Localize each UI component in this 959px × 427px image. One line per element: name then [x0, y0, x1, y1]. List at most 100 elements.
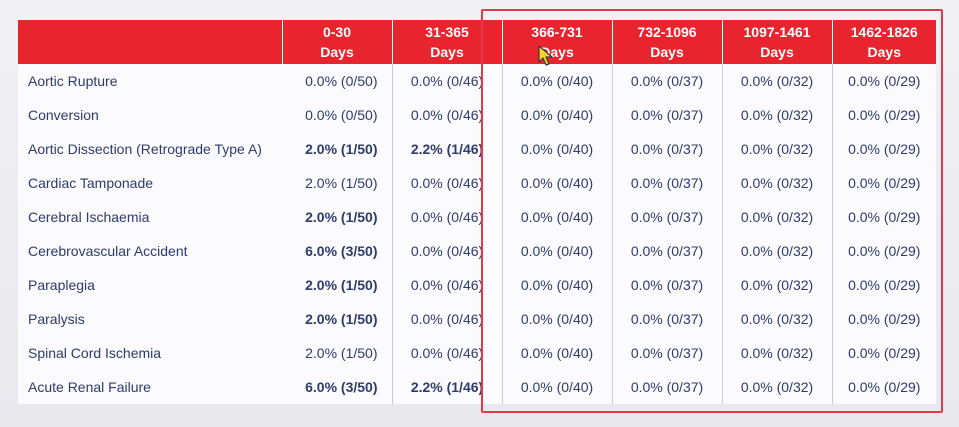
- event-name-cell: Conversion: [28, 106, 99, 123]
- header-period-unit: Days: [320, 44, 354, 60]
- table-row: Cardiac Tamponade 2.0% (1/50) 0.0% (0/46) 0…: [18, 166, 936, 200]
- rate-cell: 0.0% (0/29): [848, 141, 921, 157]
- rate-cell: 0.0% (0/37): [612, 268, 723, 302]
- rate-cell: 0.0% (0/37): [612, 234, 723, 268]
- event-name-cell: Aortic Rupture: [28, 72, 118, 89]
- rate-cell: 0.0% (0/40): [502, 98, 613, 132]
- event-name-cell: Paralysis: [28, 310, 85, 327]
- rate-cell: 0.0% (0/29): [848, 345, 921, 361]
- rate-cell: 0.0% (0/29): [848, 379, 921, 395]
- header-period-2: 366-731 Days: [502, 20, 613, 64]
- rate-cell: 0.0% (0/46): [392, 166, 503, 200]
- rate-cell: 6.0% (3/50): [282, 234, 393, 268]
- event-name-cell: Cerebral Ischaemia: [28, 208, 150, 225]
- rate-cell: 2.0% (1/50): [282, 132, 393, 166]
- rate-cell: 2.0% (1/50): [282, 268, 393, 302]
- rate-cell: 0.0% (0/46): [392, 234, 503, 268]
- table-row: Paraplegia 2.0% (1/50) 0.0% (0/46) 0.0% (0/…: [18, 268, 936, 302]
- rate-cell: 0.0% (0/50): [282, 98, 393, 132]
- rate-cell: 0.0% (0/40): [502, 268, 613, 302]
- rate-cell: 0.0% (0/40): [502, 166, 613, 200]
- rate-cell: 0.0% (0/32): [722, 64, 833, 98]
- rate-cell: 0.0% (0/32): [722, 200, 833, 234]
- rate-cell: 0.0% (0/40): [502, 302, 613, 336]
- header-period-unit: Days: [650, 44, 684, 60]
- rate-cell: 0.0% (0/46): [392, 64, 503, 98]
- rate-cell: 2.0% (1/50): [282, 200, 393, 234]
- header-period-range: 0-30: [322, 24, 352, 40]
- rate-cell: 0.0% (0/32): [722, 302, 833, 336]
- rate-cell: 0.0% (0/37): [612, 370, 723, 404]
- adverse-events-table: 0-30 Days 31-365 Days 366-731 Days 732-1096 Day…: [18, 20, 936, 404]
- header-event-column: [18, 20, 283, 64]
- table-header-row: 0-30 Days 31-365 Days 366-731 Days 732-1096 Day…: [18, 20, 936, 64]
- rate-cell: 2.2% (1/46): [392, 370, 503, 404]
- table-body: Aortic Rupture 0.0% (0/50) 0.0% (0/46) 0.0%…: [18, 64, 936, 404]
- rate-cell: 0.0% (0/37): [612, 166, 723, 200]
- event-name-cell: Spinal Cord Ischemia: [28, 344, 162, 361]
- table-row: Paralysis 2.0% (1/50) 0.0% (0/46) 0.0% (0/4…: [18, 302, 936, 336]
- table-row: Cerebral Ischaemia 2.0% (1/50) 0.0% (0/46)…: [18, 200, 936, 234]
- rate-cell: 0.0% (0/46): [392, 98, 503, 132]
- header-period-0: 0-30 Days: [282, 20, 393, 64]
- rate-cell: 0.0% (0/29): [848, 73, 921, 89]
- header-period-range: 366-731: [531, 24, 583, 40]
- header-period-3: 732-1096 Days: [612, 20, 723, 64]
- rate-cell: 0.0% (0/50): [282, 64, 393, 98]
- rate-cell: 2.0% (1/50): [282, 336, 393, 370]
- rate-cell: 0.0% (0/37): [612, 336, 723, 370]
- event-name-cell: Cerebrovascular Accident: [28, 242, 188, 259]
- rate-cell: 0.0% (0/29): [848, 243, 921, 259]
- header-period-range: 31-365: [425, 24, 469, 40]
- rate-cell: 0.0% (0/32): [722, 234, 833, 268]
- rate-cell: 0.0% (0/37): [612, 302, 723, 336]
- rate-cell: 0.0% (0/32): [722, 132, 833, 166]
- rate-cell: 0.0% (0/29): [848, 277, 921, 293]
- rate-cell: 0.0% (0/46): [392, 268, 503, 302]
- header-period-unit: Days: [760, 44, 794, 60]
- rate-cell: 0.0% (0/32): [722, 370, 833, 404]
- rate-cell: 0.0% (0/29): [848, 209, 921, 225]
- header-period-unit: Days: [540, 44, 574, 60]
- header-period-4: 1097-1461 Days: [722, 20, 833, 64]
- header-period-5: 1462-1826 Days: [832, 20, 936, 64]
- rate-cell: 0.0% (0/46): [392, 302, 503, 336]
- rate-cell: 0.0% (0/32): [722, 166, 833, 200]
- table-row: Cerebrovascular Accident 6.0% (3/50) 0.0% …: [18, 234, 936, 268]
- rate-cell: 0.0% (0/40): [502, 336, 613, 370]
- rate-cell: 0.0% (0/40): [502, 234, 613, 268]
- rate-cell: 0.0% (0/32): [722, 268, 833, 302]
- table-row: Conversion 0.0% (0/50) 0.0% (0/46) 0.0% (0/…: [18, 98, 936, 132]
- rate-cell: 2.0% (1/50): [282, 166, 393, 200]
- rate-cell: 0.0% (0/32): [722, 336, 833, 370]
- header-period-range: 732-1096: [637, 24, 697, 40]
- event-name-cell: Aortic Dissection (Retrograde Type A): [28, 140, 262, 157]
- rate-cell: 2.0% (1/50): [282, 302, 393, 336]
- rate-cell: 0.0% (0/29): [848, 175, 921, 191]
- rate-cell: 0.0% (0/29): [848, 311, 921, 327]
- rate-cell: 0.0% (0/40): [502, 370, 613, 404]
- rate-cell: 0.0% (0/37): [612, 98, 723, 132]
- header-period-range: 1462-1826: [850, 24, 918, 40]
- rate-cell: 0.0% (0/37): [612, 200, 723, 234]
- rate-cell: 0.0% (0/29): [848, 107, 921, 123]
- rate-cell: 2.2% (1/46): [392, 132, 503, 166]
- table-row: Spinal Cord Ischemia 2.0% (1/50) 0.0% (0/4…: [18, 336, 936, 370]
- rate-cell: 6.0% (3/50): [282, 370, 393, 404]
- header-period-unit: Days: [867, 44, 901, 60]
- event-name-cell: Acute Renal Failure: [28, 378, 151, 395]
- rate-cell: 0.0% (0/37): [612, 64, 723, 98]
- rate-cell: 0.0% (0/46): [392, 200, 503, 234]
- rate-cell: 0.0% (0/37): [612, 132, 723, 166]
- header-period-1: 31-365 Days: [392, 20, 503, 64]
- rate-cell: 0.0% (0/40): [502, 132, 613, 166]
- header-period-range: 1097-1461: [743, 24, 811, 40]
- rate-cell: 0.0% (0/46): [392, 336, 503, 370]
- table-row: Aortic Rupture 0.0% (0/50) 0.0% (0/46) 0.0%…: [18, 64, 936, 98]
- event-name-cell: Paraplegia: [28, 276, 95, 293]
- table-row: Acute Renal Failure 6.0% (3/50) 2.2% (1/46…: [18, 370, 936, 404]
- header-period-unit: Days: [430, 44, 464, 60]
- table-row: Aortic Dissection (Retrograde Type A) 2.0…: [18, 132, 936, 166]
- rate-cell: 0.0% (0/40): [502, 200, 613, 234]
